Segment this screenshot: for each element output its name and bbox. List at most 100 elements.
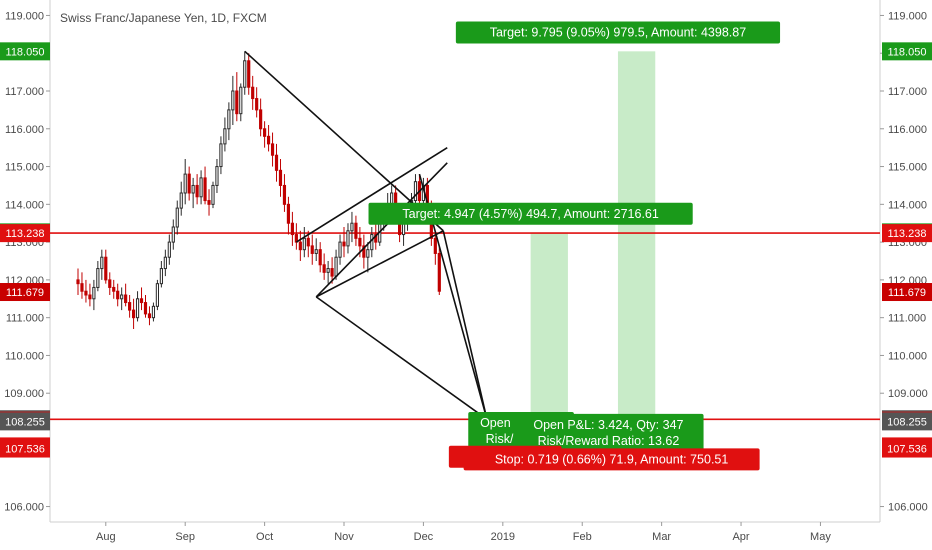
- candle-body: [143, 302, 148, 315]
- candle-body: [330, 268, 334, 277]
- pattern-line: [315, 162, 448, 298]
- candle-body: [251, 86, 255, 100]
- harmonic-pattern: [244, 50, 488, 420]
- y-tick-label-left: 114.000: [5, 199, 44, 211]
- candle-body: [370, 234, 374, 251]
- candle-body: [342, 241, 346, 247]
- price-label-left: 113.238: [6, 228, 45, 240]
- target-zone: [530, 232, 568, 420]
- candle-body: [243, 60, 247, 88]
- candle-body: [350, 222, 354, 232]
- candle-body: [374, 234, 378, 243]
- y-tick-label-right: 106.000: [888, 502, 928, 514]
- candle-body: [131, 309, 136, 319]
- candle-body: [80, 283, 84, 292]
- y-tick-label-left: 109.000: [4, 388, 44, 400]
- candle-body: [155, 283, 159, 307]
- x-tick-label: Apr: [732, 531, 749, 543]
- price-label-box-right: [882, 412, 932, 431]
- annotation-stop2: Stop: 0.719 (0.66%) 71.9, Amount: 750.51: [463, 448, 760, 471]
- y-tick-label-left: 111.000: [6, 313, 44, 325]
- annotation-box: [368, 202, 693, 225]
- annotation-text: Target: 9.795 (9.05%) 979.5, Amount: 439…: [490, 25, 746, 39]
- candle-body: [191, 184, 195, 194]
- candle-body: [223, 128, 227, 145]
- y-tick-label-right: 110.000: [888, 350, 927, 362]
- candle-body: [231, 90, 235, 111]
- price-label-box-left: [0, 42, 50, 61]
- candle-body: [147, 313, 152, 319]
- price-label-right: 108.255: [887, 416, 927, 428]
- pattern-line: [295, 146, 448, 243]
- price-label-right: 118.050: [888, 46, 927, 58]
- candle-body: [247, 60, 251, 88]
- pattern-line: [315, 230, 444, 298]
- price-labels: 118.050118.050113.258113.258113.238113.2…: [0, 42, 932, 458]
- annotation-text: Open P&L: 3.424, Qty: 347: [533, 418, 683, 432]
- candle-body: [310, 245, 314, 254]
- candle-body: [437, 252, 441, 292]
- x-tick-label: Aug: [96, 531, 116, 543]
- candle-body: [282, 184, 287, 205]
- y-tick-label-right: 109.000: [888, 388, 928, 400]
- candle-body: [390, 192, 394, 205]
- x-tick-label: Dec: [414, 531, 434, 543]
- horizontal-lines: [50, 232, 880, 421]
- candle-body: [259, 109, 263, 130]
- annotation-box: [463, 448, 760, 471]
- candle-body: [167, 241, 171, 258]
- candle-body: [203, 177, 207, 202]
- candle-body: [306, 237, 310, 247]
- y-tick-label-right: 111.000: [888, 313, 926, 325]
- annotation-box: [455, 21, 781, 44]
- price-label-left: 118.050: [6, 46, 45, 58]
- x-tick-label: 2019: [491, 531, 515, 543]
- price-label-left: 107.536: [5, 444, 45, 456]
- candle-body: [163, 256, 167, 270]
- price-label-right: 107.536: [887, 444, 927, 456]
- y-tick-label-left: 117.000: [5, 86, 44, 98]
- target-zones: [530, 51, 656, 420]
- candle-body: [96, 268, 100, 288]
- candles: [76, 51, 441, 329]
- candle-body: [211, 184, 215, 205]
- candle-body: [318, 249, 322, 266]
- x-tick-label: Sep: [175, 531, 195, 543]
- candle-body: [255, 98, 259, 111]
- candle-body: [175, 207, 179, 228]
- x-tick-label: Feb: [573, 531, 592, 543]
- candle-body: [199, 177, 203, 198]
- candle-body: [239, 86, 243, 115]
- y-tick-label-left: 116.000: [5, 124, 44, 136]
- candle-body: [104, 256, 108, 281]
- candle-body: [413, 181, 418, 202]
- candle-body: [219, 143, 223, 168]
- candle-body: [334, 256, 338, 277]
- candle-body: [354, 222, 358, 239]
- candle-body: [179, 192, 183, 209]
- candle-body: [135, 298, 140, 319]
- annotation-text: Risk/Reward Ratio: 13.62: [538, 434, 680, 448]
- pattern-line: [442, 230, 488, 420]
- y-tick-label-right: 115.000: [888, 162, 927, 174]
- candle-body: [100, 256, 104, 270]
- price-label-box-left: [0, 283, 50, 302]
- candle-body: [322, 264, 326, 273]
- y-tick-label-right: 114.000: [888, 199, 927, 211]
- candle-body: [278, 169, 283, 186]
- price-label-left: 111.679: [6, 287, 44, 299]
- y-tick-label-left: 115.000: [5, 162, 44, 174]
- x-tick-label: May: [810, 531, 831, 543]
- candle-body: [366, 249, 370, 258]
- annotation-pnl2: Open P&L: 3.424, Qty: 347 Risk/Reward Rat…: [513, 413, 704, 452]
- price-label-box-left: [0, 412, 50, 431]
- price-label-box-left: [0, 439, 50, 458]
- x-tick-label: Oct: [256, 531, 273, 543]
- price-label-right: 111.679: [888, 287, 926, 299]
- price-label-left: 108.255: [5, 416, 45, 428]
- candle-body: [263, 128, 267, 137]
- y-tick-label-right: 117.000: [888, 86, 927, 98]
- candle-body: [112, 286, 116, 292]
- y-tick-label-left: 110.000: [5, 350, 44, 362]
